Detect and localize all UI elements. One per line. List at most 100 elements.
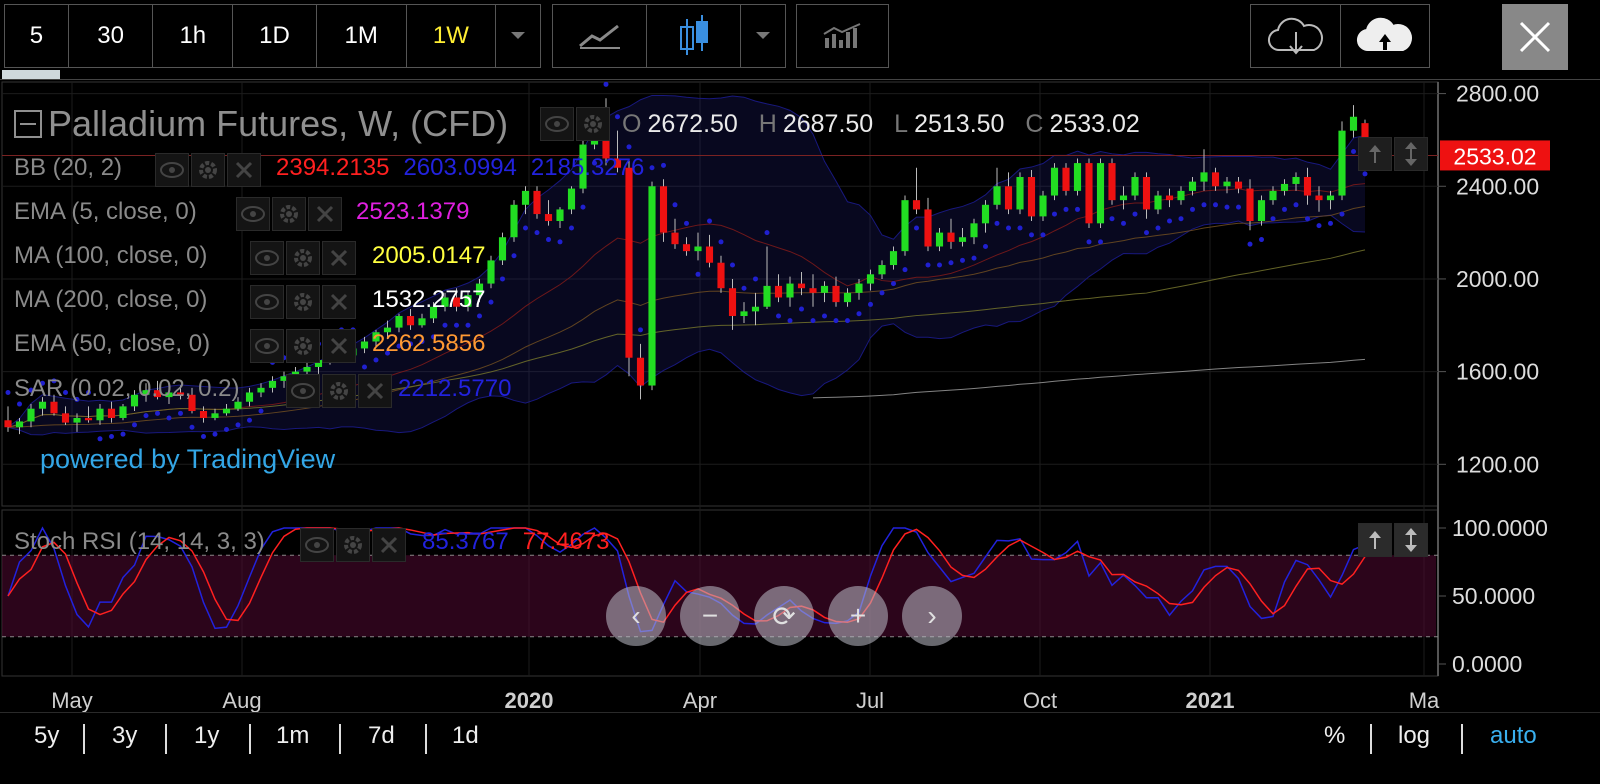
candle-body xyxy=(199,411,208,418)
range-1y[interactable]: 1y xyxy=(194,722,220,749)
sar-dot xyxy=(718,239,724,245)
close-button[interactable] xyxy=(1502,4,1568,70)
scroll-left-button[interactable]: ‹ xyxy=(606,586,666,646)
zoom-in-button[interactable]: + xyxy=(828,586,888,646)
interval-1d[interactable]: 1D xyxy=(233,5,317,67)
gear-icon[interactable] xyxy=(272,197,306,231)
close-icon[interactable] xyxy=(322,241,356,275)
range-1m[interactable]: 1m xyxy=(276,722,310,749)
close-icon[interactable] xyxy=(358,374,392,408)
sar-dot xyxy=(120,431,126,437)
candle-body xyxy=(1016,176,1024,210)
eye-icon[interactable] xyxy=(250,241,284,275)
interval-1m[interactable]: 1M xyxy=(317,5,407,67)
sar-dot xyxy=(247,417,252,423)
gear-icon[interactable] xyxy=(286,329,320,363)
sar-dot xyxy=(201,433,206,439)
sar-dot xyxy=(592,160,597,166)
candle-body xyxy=(1223,181,1231,187)
maximize-pane-icon[interactable] xyxy=(1394,137,1428,171)
load-chart-button[interactable] xyxy=(1251,5,1341,67)
line-chart-icon xyxy=(578,24,620,49)
close-icon[interactable] xyxy=(308,197,342,231)
indicator-name: EMA (50, close, 0) xyxy=(14,330,211,357)
candle-body xyxy=(96,408,104,421)
sar-dot xyxy=(1063,206,1069,212)
range-3y[interactable]: 3y xyxy=(112,722,138,749)
candlestick-button[interactable] xyxy=(647,5,741,67)
sar-dot xyxy=(178,410,183,416)
close-icon[interactable] xyxy=(322,285,356,319)
eye-icon[interactable] xyxy=(155,153,189,187)
sar-dot xyxy=(1144,230,1149,236)
gear-icon[interactable] xyxy=(286,285,320,319)
range-1d[interactable]: 1d xyxy=(452,722,479,749)
line-chart-button[interactable] xyxy=(553,5,647,67)
scroll-right-button[interactable]: › xyxy=(902,586,962,646)
indicator-values: 2523.1379 xyxy=(356,198,483,226)
cloud-toolbar xyxy=(1250,4,1430,68)
scale-percent[interactable]: % xyxy=(1324,722,1346,749)
maximize-pane-icon[interactable] xyxy=(1394,523,1428,557)
candle-body xyxy=(1085,163,1093,224)
scale-auto[interactable]: auto xyxy=(1490,722,1537,749)
candle-body xyxy=(694,246,702,252)
candle-body xyxy=(498,237,507,261)
save-chart-button[interactable] xyxy=(1341,5,1429,67)
stoch-name: Stoch RSI (14, 14, 3, 3) xyxy=(14,528,265,555)
close-icon[interactable] xyxy=(322,329,356,363)
move-up-icon[interactable] xyxy=(1358,137,1392,171)
sar-dot xyxy=(5,389,11,395)
indicator-value: 2005.0147 xyxy=(372,242,486,269)
sar-dot xyxy=(132,422,137,428)
eye-icon[interactable] xyxy=(540,107,574,141)
zoom-out-button[interactable]: − xyxy=(680,586,740,646)
move-up-icon[interactable] xyxy=(1358,523,1392,557)
eye-icon[interactable] xyxy=(300,528,334,562)
candle-body xyxy=(1119,195,1128,201)
chart-scroll-handle[interactable] xyxy=(2,70,60,79)
powered-by[interactable]: powered by TradingView xyxy=(40,444,336,474)
eye-icon[interactable] xyxy=(236,197,270,231)
chart-type-dropdown[interactable] xyxy=(741,5,785,67)
collapse-icon[interactable] xyxy=(14,110,42,138)
candle-body xyxy=(924,209,932,247)
gear-icon[interactable] xyxy=(576,107,610,141)
candle-body xyxy=(1338,130,1346,196)
eye-icon[interactable] xyxy=(250,285,284,319)
indicator-name: MA (100, close, 0) xyxy=(14,242,208,269)
indicators-button[interactable] xyxy=(797,5,888,67)
interval-5[interactable]: 5 xyxy=(5,5,69,67)
candle-body xyxy=(234,401,242,409)
sar-dot xyxy=(879,290,885,296)
candle-body xyxy=(360,341,369,349)
candle-body xyxy=(383,327,392,333)
interval-dropdown[interactable] xyxy=(496,5,540,67)
ema50-line xyxy=(7,205,1366,428)
reset-button[interactable]: ⟳ xyxy=(754,586,814,646)
candle-body xyxy=(1200,172,1208,182)
sar-dot xyxy=(1121,220,1126,226)
range-7d[interactable]: 7d xyxy=(368,722,395,749)
sar-dot xyxy=(1339,211,1345,217)
candle-body xyxy=(820,285,829,293)
gear-icon[interactable] xyxy=(336,528,370,562)
eye-icon[interactable] xyxy=(250,329,284,363)
sar-dot xyxy=(1316,223,1322,229)
gear-icon[interactable] xyxy=(191,153,225,187)
close-icon[interactable] xyxy=(372,528,406,562)
sar-dot xyxy=(362,364,367,370)
interval-30[interactable]: 30 xyxy=(69,5,154,67)
interval-1h[interactable]: 1h xyxy=(153,5,234,67)
candle-body xyxy=(211,413,219,418)
sar-dot xyxy=(385,350,390,356)
interval-1w[interactable]: 1W xyxy=(407,5,497,67)
gear-icon[interactable] xyxy=(322,374,356,408)
scale-log[interactable]: log xyxy=(1398,722,1431,749)
close-icon xyxy=(1519,21,1551,53)
eye-icon[interactable] xyxy=(286,374,320,408)
candle-body xyxy=(958,237,967,242)
gear-icon[interactable] xyxy=(286,241,320,275)
range-5y[interactable]: 5y xyxy=(34,722,60,749)
close-icon[interactable] xyxy=(227,153,261,187)
